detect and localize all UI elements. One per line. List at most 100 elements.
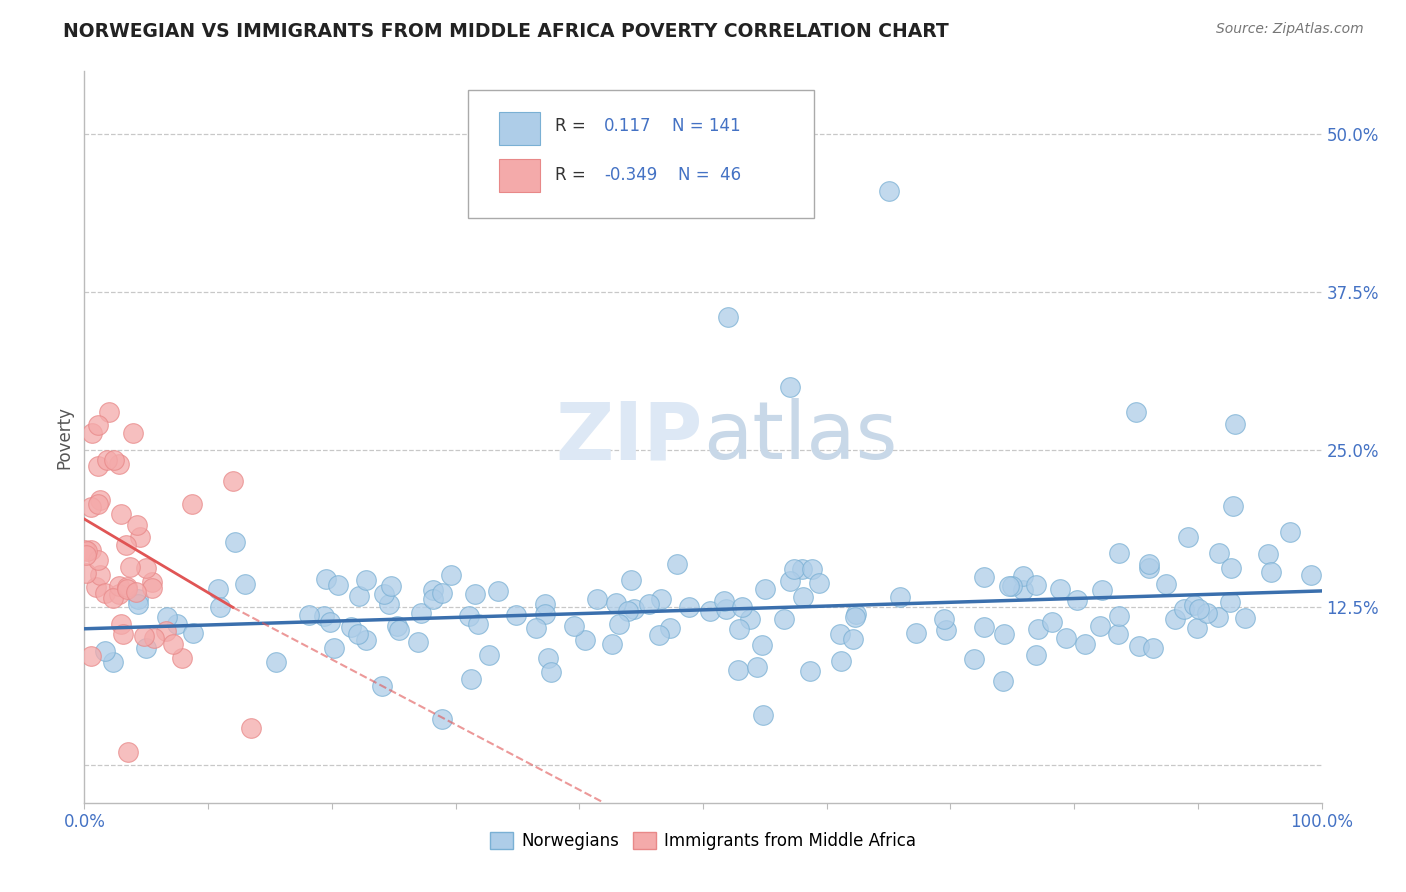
- Point: [73, 542, 96, 557]
- Point: [80, 426, 103, 441]
- Point: [752, 708, 775, 723]
- Point: [1142, 641, 1164, 656]
- Point: [1206, 610, 1229, 624]
- Point: [378, 597, 401, 611]
- Point: [87, 417, 110, 432]
- Point: [1107, 627, 1129, 641]
- Point: [524, 621, 547, 635]
- Point: [141, 581, 163, 595]
- Point: [1137, 557, 1160, 571]
- Point: [877, 184, 900, 198]
- Point: [422, 591, 444, 606]
- Point: [973, 620, 995, 634]
- Point: [792, 591, 814, 605]
- Point: [844, 610, 866, 624]
- Point: [108, 457, 131, 471]
- Legend: Norwegians, Immigrants from Middle Africa: Norwegians, Immigrants from Middle Afric…: [484, 825, 922, 856]
- Point: [605, 595, 627, 609]
- Point: [1139, 560, 1161, 574]
- Point: [125, 518, 148, 533]
- Point: [713, 594, 735, 608]
- Point: [562, 619, 585, 633]
- Point: [371, 679, 394, 693]
- Point: [75, 566, 97, 580]
- Point: [1025, 577, 1047, 591]
- Point: [1222, 499, 1244, 513]
- Point: [373, 587, 395, 601]
- Point: [79, 500, 101, 514]
- Point: [127, 598, 149, 612]
- Point: [991, 673, 1014, 688]
- Point: [460, 672, 482, 686]
- Point: [799, 664, 821, 678]
- Point: [430, 712, 453, 726]
- Point: [143, 631, 166, 645]
- Point: [125, 585, 148, 599]
- Point: [534, 597, 557, 611]
- Point: [1233, 611, 1256, 625]
- Point: [315, 572, 337, 586]
- Point: [162, 637, 184, 651]
- Point: [1042, 615, 1064, 629]
- Point: [607, 616, 630, 631]
- Text: ZIP: ZIP: [555, 398, 703, 476]
- Point: [380, 579, 402, 593]
- Point: [1108, 609, 1130, 624]
- Point: [537, 650, 560, 665]
- Text: N = 141: N = 141: [672, 117, 741, 136]
- Point: [505, 608, 527, 623]
- Point: [801, 562, 824, 576]
- Point: [181, 625, 204, 640]
- Point: [240, 721, 263, 735]
- Point: [457, 609, 479, 624]
- Point: [1026, 622, 1049, 636]
- Point: [135, 640, 157, 655]
- Point: [727, 663, 749, 677]
- Point: [783, 562, 806, 576]
- Text: atlas: atlas: [703, 398, 897, 476]
- Point: [1012, 582, 1035, 597]
- Point: [339, 620, 361, 634]
- Point: [678, 600, 700, 615]
- Point: [779, 379, 801, 393]
- Point: [1049, 582, 1071, 596]
- Point: [110, 616, 132, 631]
- Point: [1208, 546, 1230, 560]
- Point: [467, 616, 489, 631]
- Point: [1011, 569, 1033, 583]
- Point: [1188, 602, 1211, 616]
- Text: -0.349: -0.349: [605, 166, 657, 185]
- Point: [128, 530, 150, 544]
- Point: [323, 641, 346, 656]
- Point: [650, 591, 672, 606]
- Point: [574, 633, 596, 648]
- Point: [963, 652, 986, 666]
- Point: [731, 600, 754, 615]
- Text: NORWEGIAN VS IMMIGRANTS FROM MIDDLE AFRICA POVERTY CORRELATION CHART: NORWEGIAN VS IMMIGRANTS FROM MIDDLE AFRI…: [63, 22, 949, 41]
- Point: [120, 559, 142, 574]
- Point: [233, 577, 256, 591]
- Point: [346, 627, 368, 641]
- Point: [993, 627, 1015, 641]
- Point: [1278, 525, 1301, 540]
- Point: [388, 624, 411, 638]
- Point: [1195, 607, 1218, 621]
- Point: [264, 655, 287, 669]
- Point: [127, 592, 149, 607]
- Point: [155, 609, 177, 624]
- Point: [1088, 619, 1111, 633]
- Point: [717, 310, 740, 325]
- Point: [1173, 602, 1195, 616]
- Point: [889, 591, 911, 605]
- Point: [80, 543, 103, 558]
- Point: [141, 575, 163, 590]
- Point: [1125, 405, 1147, 419]
- Point: [1066, 593, 1088, 607]
- Point: [101, 591, 124, 605]
- Point: [1257, 547, 1279, 561]
- Point: [96, 453, 118, 467]
- Point: [1220, 561, 1243, 575]
- Point: [135, 561, 157, 575]
- Point: [647, 628, 669, 642]
- Point: [1177, 530, 1199, 544]
